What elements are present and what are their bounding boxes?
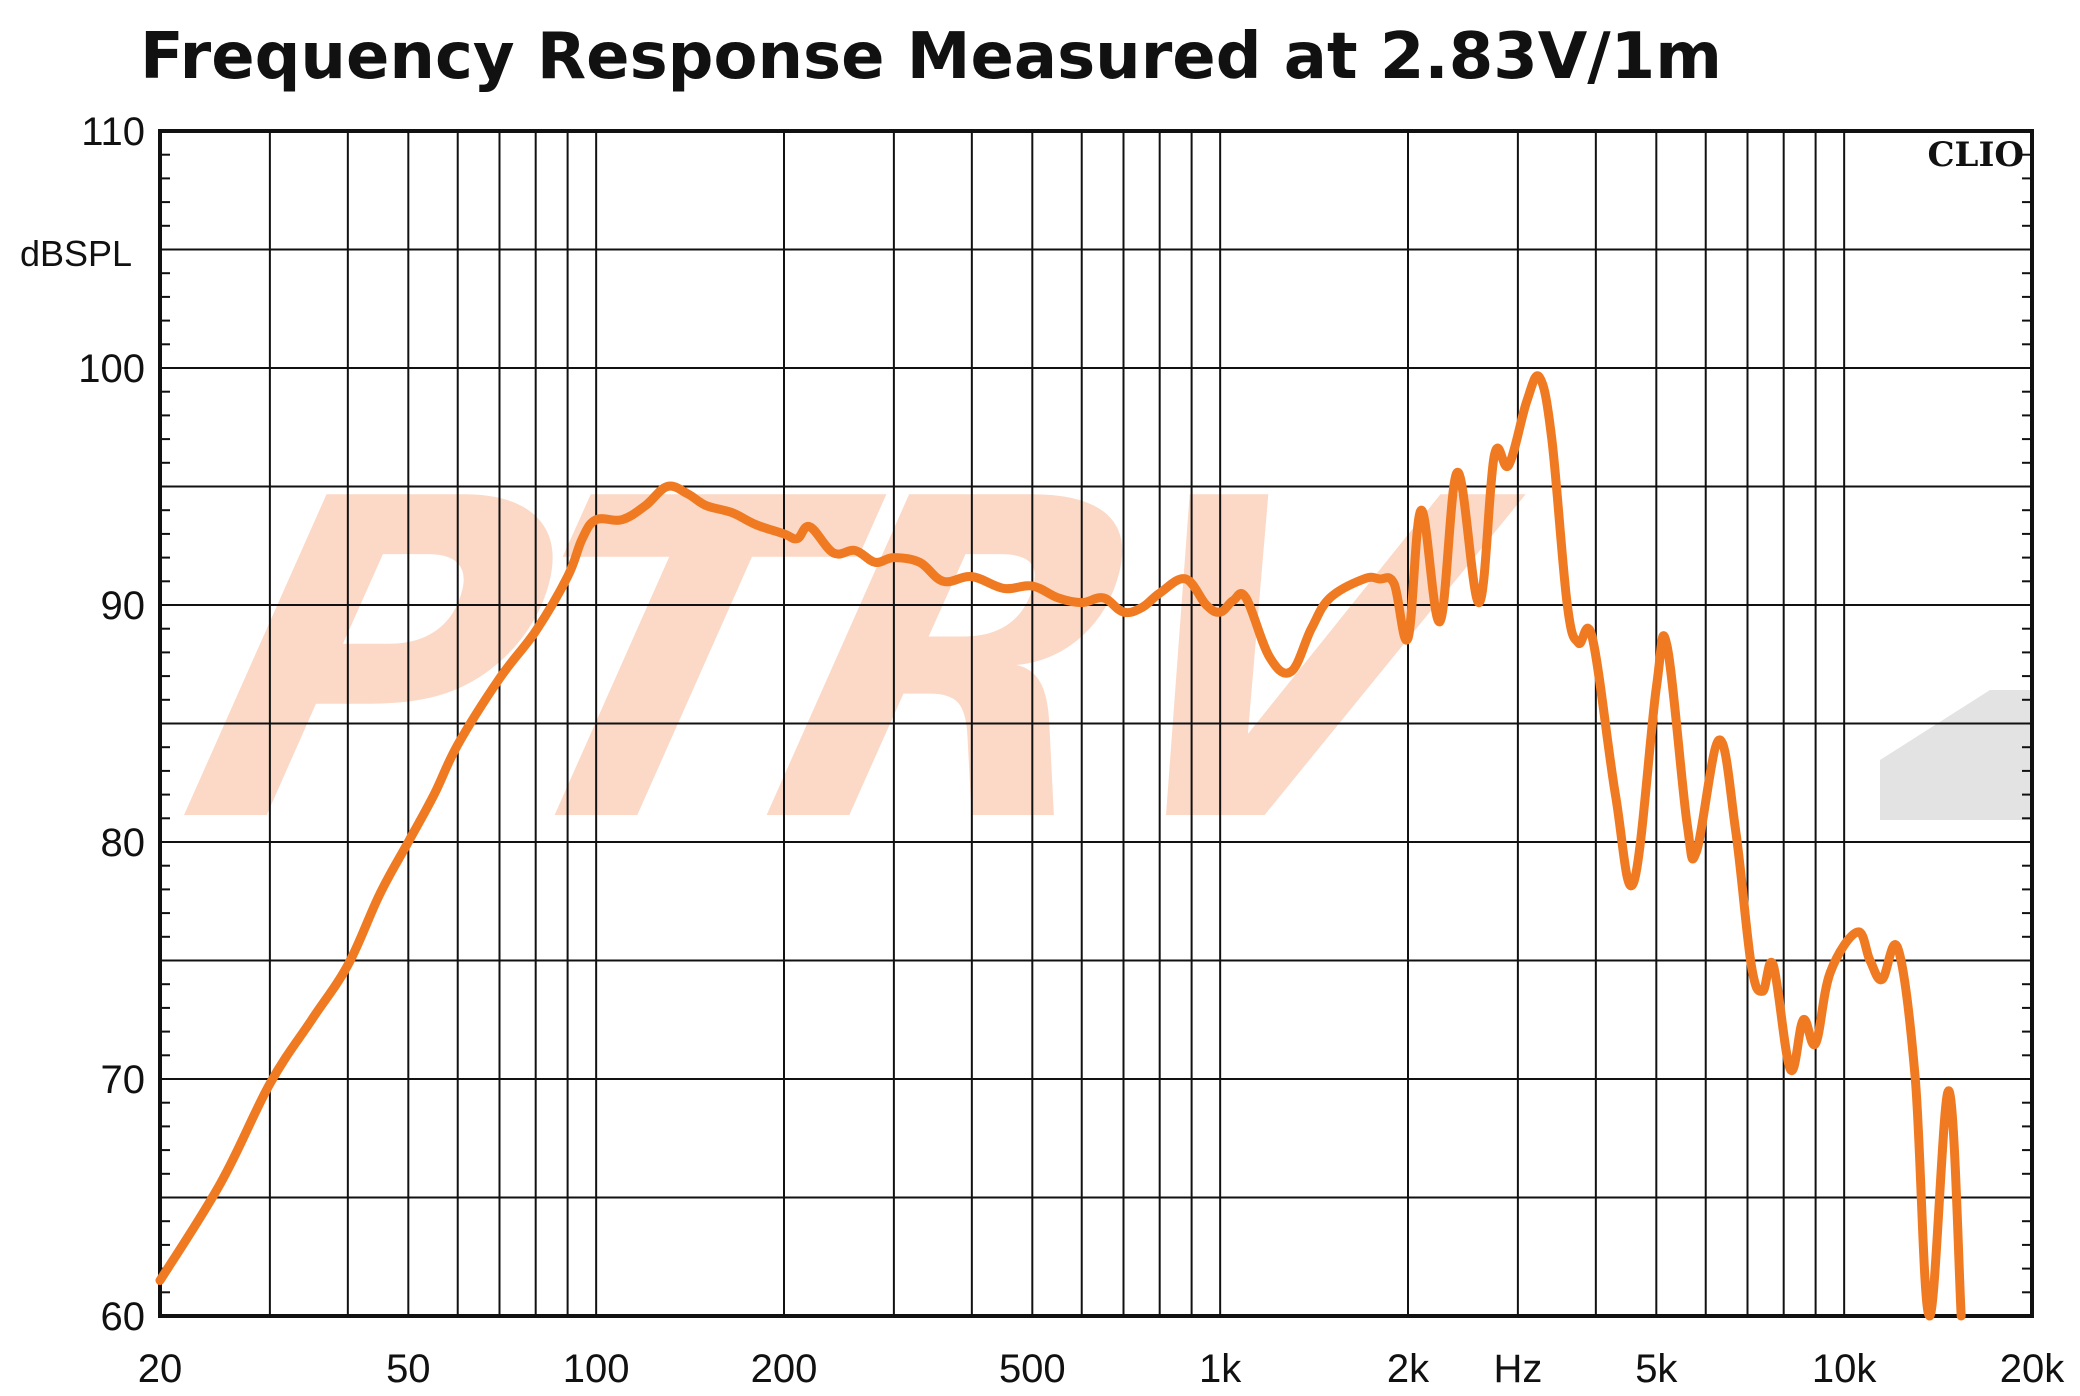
x-tick-label: 1k [1199,1347,1242,1391]
x-tick-label: 200 [751,1347,818,1391]
x-tick-label: 5k [1635,1347,1678,1391]
x-axis-unit-label: Hz [1494,1347,1543,1391]
x-tick-label: 100 [563,1347,630,1391]
x-tick-label: 500 [999,1347,1066,1391]
watermark-text: PTRV [149,407,1549,919]
brand-label: CLIO [1928,135,2025,175]
x-tick-label: 10k [1812,1347,1877,1391]
x-tick-label: 20k [2000,1347,2065,1391]
y-tick-label: 80 [101,821,146,865]
y-tick-label: 100 [78,347,145,391]
x-axis-ticks: 20 50 100 200 500 1k 2k 5k 10k 20k [138,1347,2065,1391]
y-axis-ticks: 60 70 80 90 100 110 [78,110,145,1339]
x-tick-label: 50 [386,1347,431,1391]
series-line [155,371,1966,1321]
watermark-logo: PTRV [149,407,2032,919]
chart-title: Frequency Response Measured at 2.83V/1m [140,20,1722,94]
y-tick-label: 60 [101,1295,146,1339]
watermark-grey-shape [1880,690,2032,820]
x-tick-label: 20 [138,1347,183,1391]
y-tick-label: 110 [81,110,145,154]
grid-lines [160,131,2032,1316]
plot-frame [158,129,2034,1318]
y-axis-label: dBSPL [20,233,132,274]
y-tick-label: 70 [101,1058,146,1102]
x-tick-label: 2k [1387,1347,1430,1391]
y-tick-label: 90 [101,584,146,628]
